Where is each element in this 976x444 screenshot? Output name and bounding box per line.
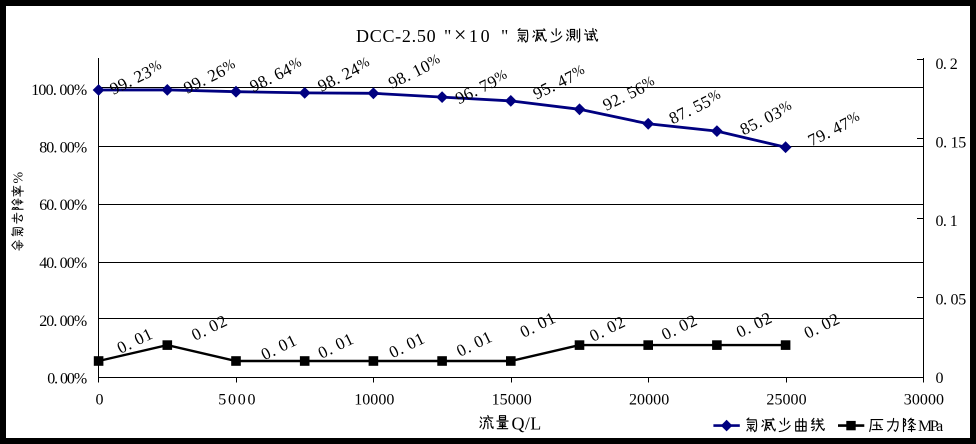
svg-text:0. 01: 0. 01: [517, 308, 559, 341]
svg-text:Q/L: Q/L: [512, 414, 542, 434]
svg-text:%: %: [11, 172, 26, 184]
svg-text:0. 02: 0. 02: [188, 311, 230, 344]
svg-text:0: 0: [936, 370, 944, 387]
svg-text:0: 0: [95, 392, 103, 409]
svg-text:95. 47%: 95. 47%: [530, 62, 589, 104]
svg-text:98. 64%: 98. 64%: [247, 54, 306, 96]
svg-text:85. 03%: 85. 03%: [737, 97, 796, 139]
svg-text:60. 00%: 60. 00%: [39, 197, 87, 214]
svg-text:80. 00%: 80. 00%: [39, 139, 87, 156]
svg-text:20. 00%: 20. 00%: [39, 313, 87, 330]
svg-text:0. 2: 0. 2: [936, 56, 958, 73]
svg-text:92. 56%: 92. 56%: [600, 73, 659, 115]
svg-text:0. 02: 0. 02: [801, 309, 843, 342]
svg-text:100. 00%: 100. 00%: [31, 82, 87, 99]
svg-text:0. 05: 0. 05: [936, 292, 967, 309]
svg-text:": ": [501, 26, 509, 46]
svg-text:×: ×: [454, 22, 466, 47]
svg-text:40. 00%: 40. 00%: [39, 255, 87, 272]
svg-text:0. 1: 0. 1: [936, 213, 958, 230]
svg-text:0. 15: 0. 15: [936, 135, 967, 152]
svg-text:98. 24%: 98. 24%: [315, 54, 374, 96]
svg-text:0. 01: 0. 01: [258, 331, 300, 364]
svg-text:87. 55%: 87. 55%: [666, 86, 725, 128]
svg-text:DCC-2.50: DCC-2.50: [356, 26, 436, 46]
svg-text:30000: 30000: [904, 392, 944, 409]
svg-text:25000: 25000: [766, 392, 806, 409]
svg-text:0. 00%: 0. 00%: [47, 371, 87, 388]
svg-text:0. 01: 0. 01: [386, 329, 428, 362]
svg-text:0. 02: 0. 02: [586, 312, 628, 345]
svg-text:0. 02: 0. 02: [733, 308, 775, 341]
svg-text:5000: 5000: [218, 392, 255, 409]
svg-text:0. 01: 0. 01: [315, 329, 357, 362]
svg-text:0. 02: 0. 02: [658, 311, 700, 344]
svg-text:MPa: MPa: [918, 418, 943, 435]
svg-text:15000: 15000: [492, 392, 532, 409]
svg-text:99. 23%: 99. 23%: [107, 57, 166, 99]
svg-text:10000: 10000: [354, 392, 394, 409]
svg-text:0. 01: 0. 01: [453, 327, 495, 360]
svg-text:": ": [444, 26, 452, 46]
svg-text:98. 10%: 98. 10%: [385, 51, 444, 93]
svg-text:10: 10: [469, 26, 490, 46]
svg-text:79. 47%: 79. 47%: [805, 108, 864, 150]
svg-text:20000: 20000: [629, 392, 669, 409]
